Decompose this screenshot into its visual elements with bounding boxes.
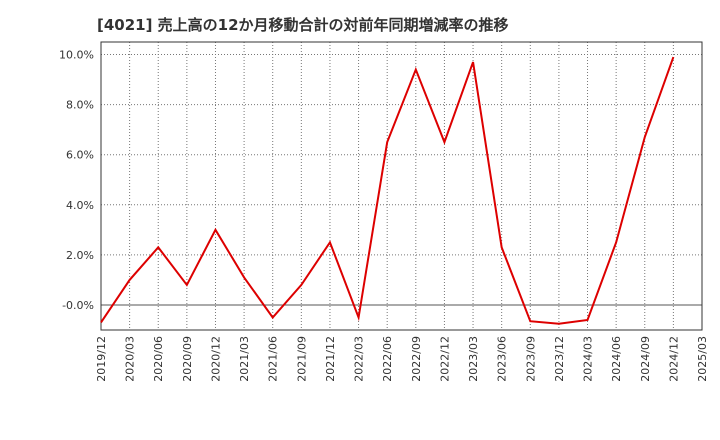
x-tick-label: 2021/03 [238,336,251,382]
plot-frame [100,41,703,331]
x-tick-label: 2023/06 [496,336,509,382]
y-axis-ticks: -0.0% 2.0% 4.0% 6.0% 8.0% 10.0% [59,49,94,312]
x-tick-label: 2020/06 [152,336,165,382]
series-group [100,56,675,325]
x-tick-label: 2019/12 [95,336,108,382]
y-tick-label: 2.0% [66,249,94,262]
x-tick-label: 2023/09 [524,336,537,382]
x-tick-label: 2021/12 [324,336,337,382]
x-tick-label: 2020/09 [181,336,194,382]
x-tick-label: 2023/12 [553,336,566,382]
x-tick-label: 2022/03 [353,336,366,382]
x-tick-label: 2025/03 [696,336,709,382]
y-tick-label: 10.0% [59,49,94,62]
grid-lines [101,42,702,330]
x-tick-label: 2024/06 [610,336,623,382]
y-tick-label: 6.0% [66,149,94,162]
y-tick-label: 8.0% [66,99,94,112]
x-tick-label: 2024/12 [667,336,680,382]
x-tick-label: 2022/09 [410,336,423,382]
x-tick-label: 2022/06 [381,336,394,382]
x-tick-label: 2024/09 [639,336,652,382]
x-tick-label: 2021/06 [267,336,280,382]
x-tick-label: 2024/03 [582,336,595,382]
x-tick-label: 2021/09 [295,336,308,382]
chart-title: [4021] 売上高の12か月移動合計の対前年同期増減率の推移 [97,16,509,34]
y-tick-label: -0.0% [62,299,94,312]
y-tick-label: 4.0% [66,199,94,212]
series-line [100,56,675,325]
x-tick-label: 2020/03 [124,336,137,382]
x-tick-label: 2022/12 [438,336,451,382]
x-tick-label: 2020/12 [209,336,222,382]
x-axis-ticks: 2019/12 2020/03 2020/06 2020/09 2020/12 2021/… [95,336,709,382]
x-tick-label: 2023/03 [467,336,480,382]
